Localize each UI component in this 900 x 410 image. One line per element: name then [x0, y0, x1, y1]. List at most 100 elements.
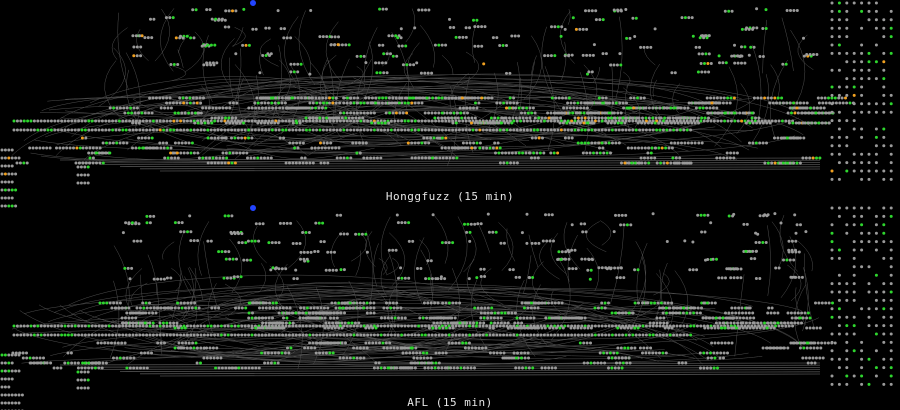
graph-node — [421, 9, 424, 12]
graph-node — [145, 129, 148, 132]
graph-node — [240, 137, 243, 140]
graph-node — [736, 267, 739, 270]
graph-node — [697, 117, 700, 120]
graph-node — [172, 334, 175, 337]
graph-node — [607, 357, 610, 360]
graph-node — [251, 129, 254, 132]
graph-node — [305, 325, 308, 328]
graph-node — [643, 46, 646, 49]
graph-node — [329, 312, 332, 315]
graph-node — [469, 142, 472, 145]
graph-node — [77, 362, 80, 365]
graph-node — [110, 307, 113, 310]
graph-node — [475, 334, 478, 337]
graph-node — [451, 122, 454, 125]
graph-node — [788, 325, 791, 328]
graph-node — [441, 302, 444, 305]
graph-node — [875, 153, 878, 156]
graph-node — [288, 334, 291, 337]
graph-node — [831, 94, 834, 97]
graph-node — [359, 152, 362, 155]
graph-node — [659, 317, 662, 320]
graph-node — [292, 107, 295, 110]
graph-node — [643, 97, 646, 100]
graph-node — [370, 334, 373, 337]
graph-node — [354, 233, 357, 236]
graph-node — [449, 112, 452, 115]
graph-node — [692, 35, 695, 38]
graph-node — [7, 181, 10, 184]
graph-node — [441, 334, 444, 337]
graph-node — [198, 307, 201, 310]
graph-node — [505, 117, 508, 120]
graph-node — [731, 317, 734, 320]
graph-node — [860, 232, 863, 235]
graph-node — [277, 122, 280, 125]
graph-node — [165, 102, 168, 105]
graph-node — [646, 46, 649, 49]
graph-node — [647, 162, 650, 165]
graph-node — [625, 37, 628, 40]
graph-node — [523, 334, 526, 337]
graph-node — [665, 307, 668, 310]
graph-node — [631, 129, 634, 132]
graph-node — [268, 334, 271, 337]
graph-node — [712, 258, 715, 261]
graph-node — [330, 251, 333, 254]
graph-node — [642, 347, 645, 350]
graph-node — [293, 70, 296, 73]
graph-node — [355, 142, 358, 145]
graph-node — [341, 342, 344, 345]
graph-node — [121, 129, 124, 132]
graph-node — [733, 276, 736, 279]
graph-node — [684, 362, 687, 365]
graph-node — [828, 302, 831, 305]
graph-node — [274, 241, 277, 244]
edge — [798, 241, 813, 271]
graph-node — [228, 258, 231, 261]
graph-node — [237, 334, 240, 337]
graph-node — [26, 120, 29, 123]
graph-node — [890, 144, 893, 147]
graph-node — [95, 147, 98, 150]
graph-node — [736, 54, 739, 57]
graph-node — [121, 307, 124, 310]
graph-node — [497, 152, 500, 155]
graph-node — [234, 325, 237, 328]
graph-node — [87, 166, 90, 169]
graph-node — [824, 342, 827, 345]
graph-node — [748, 54, 751, 57]
graph-node — [678, 362, 681, 365]
graph-node — [776, 137, 779, 140]
graph-node — [482, 62, 485, 65]
graph-node — [699, 325, 702, 328]
edge — [331, 231, 343, 267]
graph-node — [317, 250, 320, 253]
graph-node — [127, 317, 130, 320]
graph-node — [378, 102, 381, 105]
graph-node — [214, 117, 217, 120]
graph-node — [572, 107, 575, 110]
graph-node — [218, 157, 221, 160]
graph-node — [714, 302, 717, 305]
graph-node — [286, 222, 289, 225]
graph-node — [468, 240, 471, 243]
graph-node — [84, 334, 87, 337]
graph-node — [845, 299, 848, 302]
graph-node — [188, 342, 191, 345]
graph-node — [330, 302, 333, 305]
graph-node — [760, 97, 763, 100]
graph-node — [548, 327, 551, 330]
graph-node — [87, 120, 90, 123]
graph-node — [212, 347, 215, 350]
graph-node — [407, 102, 410, 105]
graph-node — [792, 107, 795, 110]
edge — [420, 25, 434, 67]
graph-node — [4, 362, 7, 365]
graph-node — [77, 334, 80, 337]
graph-node — [769, 327, 772, 330]
graph-node — [687, 142, 690, 145]
graph-node — [270, 122, 273, 125]
graph-node — [387, 129, 390, 132]
graph-node — [812, 327, 815, 330]
